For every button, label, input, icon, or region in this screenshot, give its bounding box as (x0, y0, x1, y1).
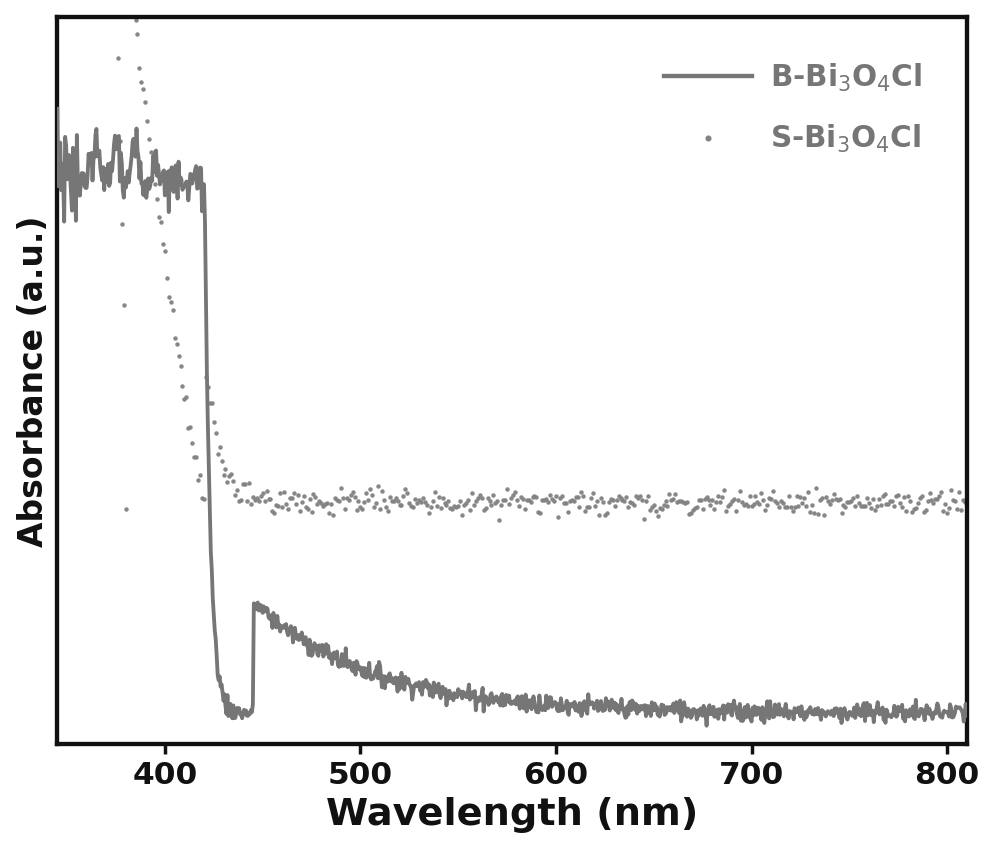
X-axis label: Wavelength (nm): Wavelength (nm) (326, 796, 698, 833)
Y-axis label: Absorbance (a.u.): Absorbance (a.u.) (17, 215, 50, 547)
Legend: B-Bi$_3$O$_4$Cl, S-Bi$_3$O$_4$Cl: B-Bi$_3$O$_4$Cl, S-Bi$_3$O$_4$Cl (634, 32, 952, 184)
